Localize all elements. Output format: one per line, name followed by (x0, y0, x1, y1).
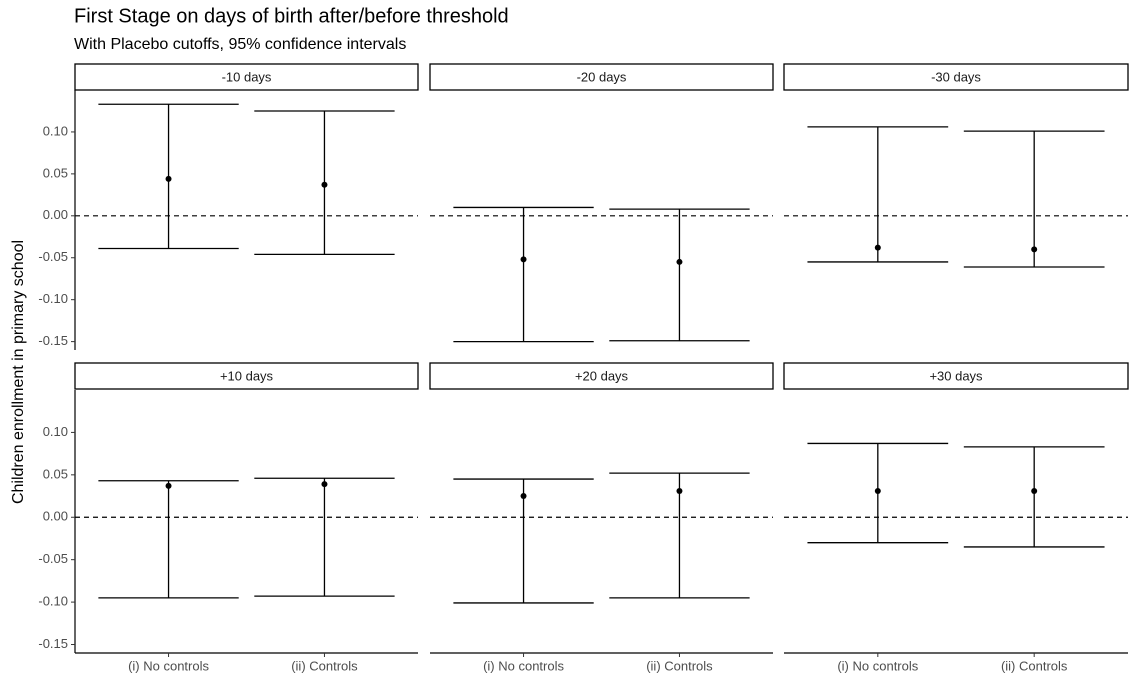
y-axis-label: Children enrollment in primary school (10, 240, 27, 504)
point (520, 256, 527, 263)
strip-label: -30 days (931, 69, 981, 84)
y-tick-label: 0.05 (43, 165, 68, 180)
x-tick-label: (ii) Controls (1001, 658, 1068, 673)
chart-subtitle: With Placebo cutoffs, 95% confidence int… (74, 36, 406, 53)
strip (783, 63, 1129, 91)
y-tick-label: 0.00 (43, 509, 68, 524)
point (1031, 487, 1038, 494)
point (165, 482, 172, 489)
x-tick-label: (ii) Controls (291, 658, 358, 673)
y-tick-label: -0.15 (38, 333, 68, 348)
strip-label: +10 days (220, 368, 274, 383)
point (1031, 246, 1038, 253)
point (165, 175, 172, 182)
strip-label: +30 days (929, 368, 983, 383)
chart-title: First Stage on days of birth after/befor… (74, 5, 509, 27)
point (874, 244, 881, 251)
point (321, 481, 328, 488)
x-tick-label: (i) No controls (483, 658, 564, 673)
y-tick-label: -0.10 (38, 291, 68, 306)
y-tick-label: -0.05 (38, 551, 68, 566)
point (676, 487, 683, 494)
x-tick-label: (ii) Controls (646, 658, 713, 673)
y-tick-label: 0.05 (43, 466, 68, 481)
y-tick-label: 0.00 (43, 207, 68, 222)
strip-label: -10 days (222, 69, 272, 84)
strip (783, 362, 1129, 390)
strip (429, 362, 774, 390)
y-tick-label: -0.15 (38, 636, 68, 651)
y-tick-label: 0.10 (43, 123, 68, 138)
x-tick-label: (i) No controls (837, 658, 918, 673)
x-tick-label: (i) No controls (128, 658, 209, 673)
strip-label: +20 days (575, 368, 629, 383)
strip (74, 362, 419, 390)
point (321, 181, 328, 188)
point (874, 487, 881, 494)
point (520, 493, 527, 500)
strip-label: -20 days (577, 69, 627, 84)
y-tick-label: 0.10 (43, 424, 68, 439)
strip (429, 63, 774, 91)
y-tick-label: -0.05 (38, 249, 68, 264)
point (676, 258, 683, 265)
y-tick-label: -0.10 (38, 594, 68, 609)
strip (74, 63, 419, 91)
